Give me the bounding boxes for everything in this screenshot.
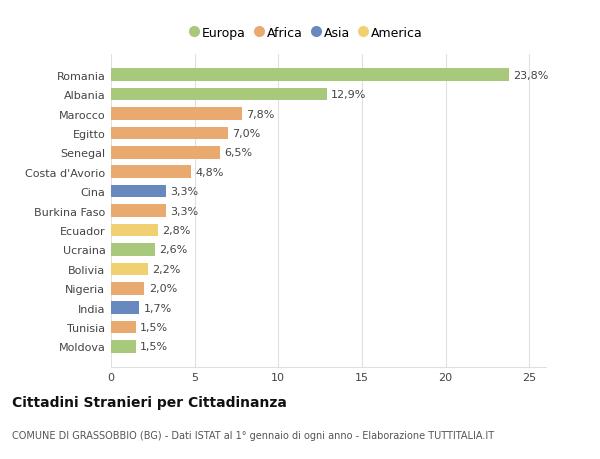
Bar — [111, 263, 148, 275]
Bar — [111, 282, 145, 295]
Bar — [111, 224, 158, 237]
Text: 12,9%: 12,9% — [331, 90, 367, 100]
Bar — [111, 147, 220, 159]
Bar — [111, 108, 242, 121]
Text: 7,0%: 7,0% — [232, 129, 260, 139]
Text: COMUNE DI GRASSOBBIO (BG) - Dati ISTAT al 1° gennaio di ogni anno - Elaborazione: COMUNE DI GRASSOBBIO (BG) - Dati ISTAT a… — [12, 431, 494, 440]
Text: 2,6%: 2,6% — [158, 245, 187, 255]
Text: 7,8%: 7,8% — [245, 109, 274, 119]
Text: 2,8%: 2,8% — [162, 225, 190, 235]
Text: 2,2%: 2,2% — [152, 264, 181, 274]
Text: 3,3%: 3,3% — [170, 187, 199, 197]
Bar — [111, 205, 166, 218]
Bar — [111, 185, 166, 198]
Bar — [111, 127, 228, 140]
Bar — [111, 166, 191, 179]
Text: 4,8%: 4,8% — [196, 168, 224, 177]
Bar — [111, 341, 136, 353]
Bar — [111, 321, 136, 334]
Bar — [111, 89, 327, 101]
Text: Cittadini Stranieri per Cittadinanza: Cittadini Stranieri per Cittadinanza — [12, 395, 287, 409]
Text: 6,5%: 6,5% — [224, 148, 252, 158]
Text: 1,5%: 1,5% — [140, 342, 169, 352]
Text: 23,8%: 23,8% — [514, 71, 549, 80]
Text: 1,5%: 1,5% — [140, 322, 169, 332]
Bar — [111, 69, 509, 82]
Legend: Europa, Africa, Asia, America: Europa, Africa, Asia, America — [190, 27, 423, 40]
Bar — [111, 302, 139, 314]
Text: 2,0%: 2,0% — [149, 284, 177, 294]
Text: 1,7%: 1,7% — [143, 303, 172, 313]
Bar — [111, 244, 155, 256]
Text: 3,3%: 3,3% — [170, 206, 199, 216]
